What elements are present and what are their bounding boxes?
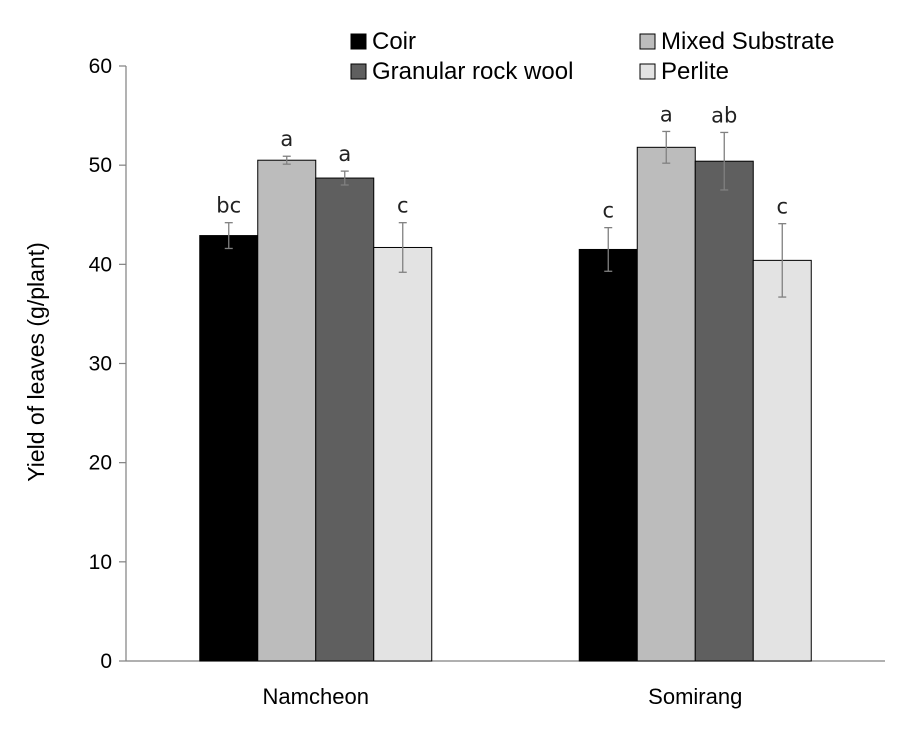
bar bbox=[752, 259, 812, 662]
legend-swatch bbox=[639, 33, 656, 50]
significance-label: ab bbox=[711, 103, 737, 127]
bar bbox=[257, 159, 317, 662]
legend: Coir Mixed Substrate Granular rock wool Per… bbox=[350, 28, 834, 85]
bar bbox=[199, 235, 259, 662]
bar bbox=[578, 248, 638, 662]
significance-label: bc bbox=[216, 194, 241, 218]
bar bbox=[315, 177, 375, 662]
y-tick-label: 50 bbox=[89, 154, 112, 177]
legend-swatch bbox=[350, 33, 367, 50]
y-tick-label: 0 bbox=[100, 650, 112, 673]
legend-swatch bbox=[350, 63, 367, 80]
significance-label: c bbox=[397, 194, 409, 218]
y-axis-title: Yield of leaves (g/plant) bbox=[23, 242, 49, 482]
legend-swatch bbox=[639, 63, 656, 80]
bar bbox=[373, 246, 433, 662]
significance-label: c bbox=[776, 195, 788, 219]
y-tick-label: 20 bbox=[89, 452, 112, 475]
legend-label: Granular rock wool bbox=[372, 58, 573, 85]
x-tick-label: Namcheon bbox=[263, 684, 369, 709]
bars-group: bc a a c c a ab c bbox=[199, 102, 812, 662]
significance-label: a bbox=[280, 127, 293, 151]
legend-label: Coir bbox=[372, 28, 416, 55]
bar bbox=[694, 160, 754, 662]
y-tick-label: 30 bbox=[89, 353, 112, 376]
y-tick-label: 40 bbox=[89, 253, 112, 276]
x-tick-label: Somirang bbox=[648, 684, 742, 709]
y-tick-label: 10 bbox=[89, 551, 112, 574]
axes-group: 0 10 20 30 40 50 60 Namcheon Somirang bbox=[89, 55, 885, 709]
significance-label: c bbox=[602, 199, 614, 223]
legend-label: Perlite bbox=[661, 58, 729, 85]
bar bbox=[636, 146, 696, 662]
legend-label: Mixed Substrate bbox=[661, 28, 834, 55]
significance-label: a bbox=[338, 142, 351, 166]
significance-label: a bbox=[660, 102, 673, 126]
y-tick-label: 60 bbox=[89, 55, 112, 78]
